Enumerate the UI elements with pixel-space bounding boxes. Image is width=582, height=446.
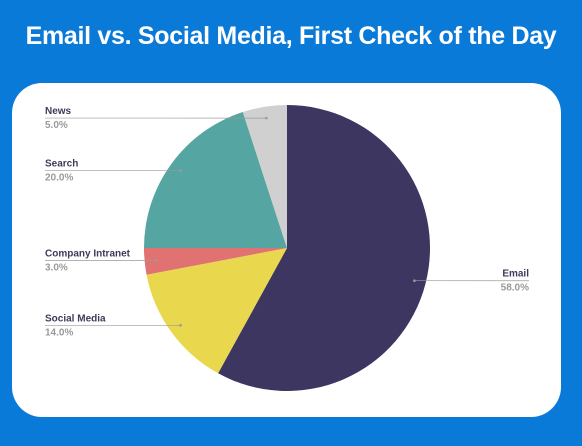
leader-dot-social-media — [179, 324, 182, 327]
chart-card: Email 58.0% Social Media 14.0% Company Intra… — [12, 83, 561, 417]
slice-value-email: 58.0% — [501, 283, 529, 294]
slice-value-search: 20.0% — [45, 173, 73, 184]
slice-label-news: News — [45, 106, 72, 117]
pie-slice-company-intranet — [144, 248, 287, 275]
leader-dot-email — [413, 279, 416, 282]
pie-chart: Email 58.0% Social Media 14.0% Company Intra… — [45, 105, 529, 392]
chart-title: Email vs. Social Media, First Check of t… — [25, 22, 557, 50]
slice-label-email: Email — [502, 269, 529, 280]
slice-label-search: Search — [45, 159, 78, 170]
slice-value-news: 5.0% — [45, 120, 68, 131]
slice-value-social-media: 14.0% — [45, 327, 73, 338]
slice-label-company-intranet: Company Intranet — [45, 248, 131, 259]
pie-slice-social-media — [146, 248, 287, 374]
slice-label-social-media: Social Media — [45, 313, 106, 324]
pie-slice-news — [242, 105, 287, 248]
slice-value-company-intranet: 3.0% — [45, 262, 68, 273]
leader-dot-search — [179, 169, 182, 172]
pie-slice-search — [144, 112, 287, 248]
leader-dot-company-intranet — [154, 259, 158, 262]
leader-dot-news — [265, 116, 268, 120]
pie-slice-email — [218, 105, 431, 392]
